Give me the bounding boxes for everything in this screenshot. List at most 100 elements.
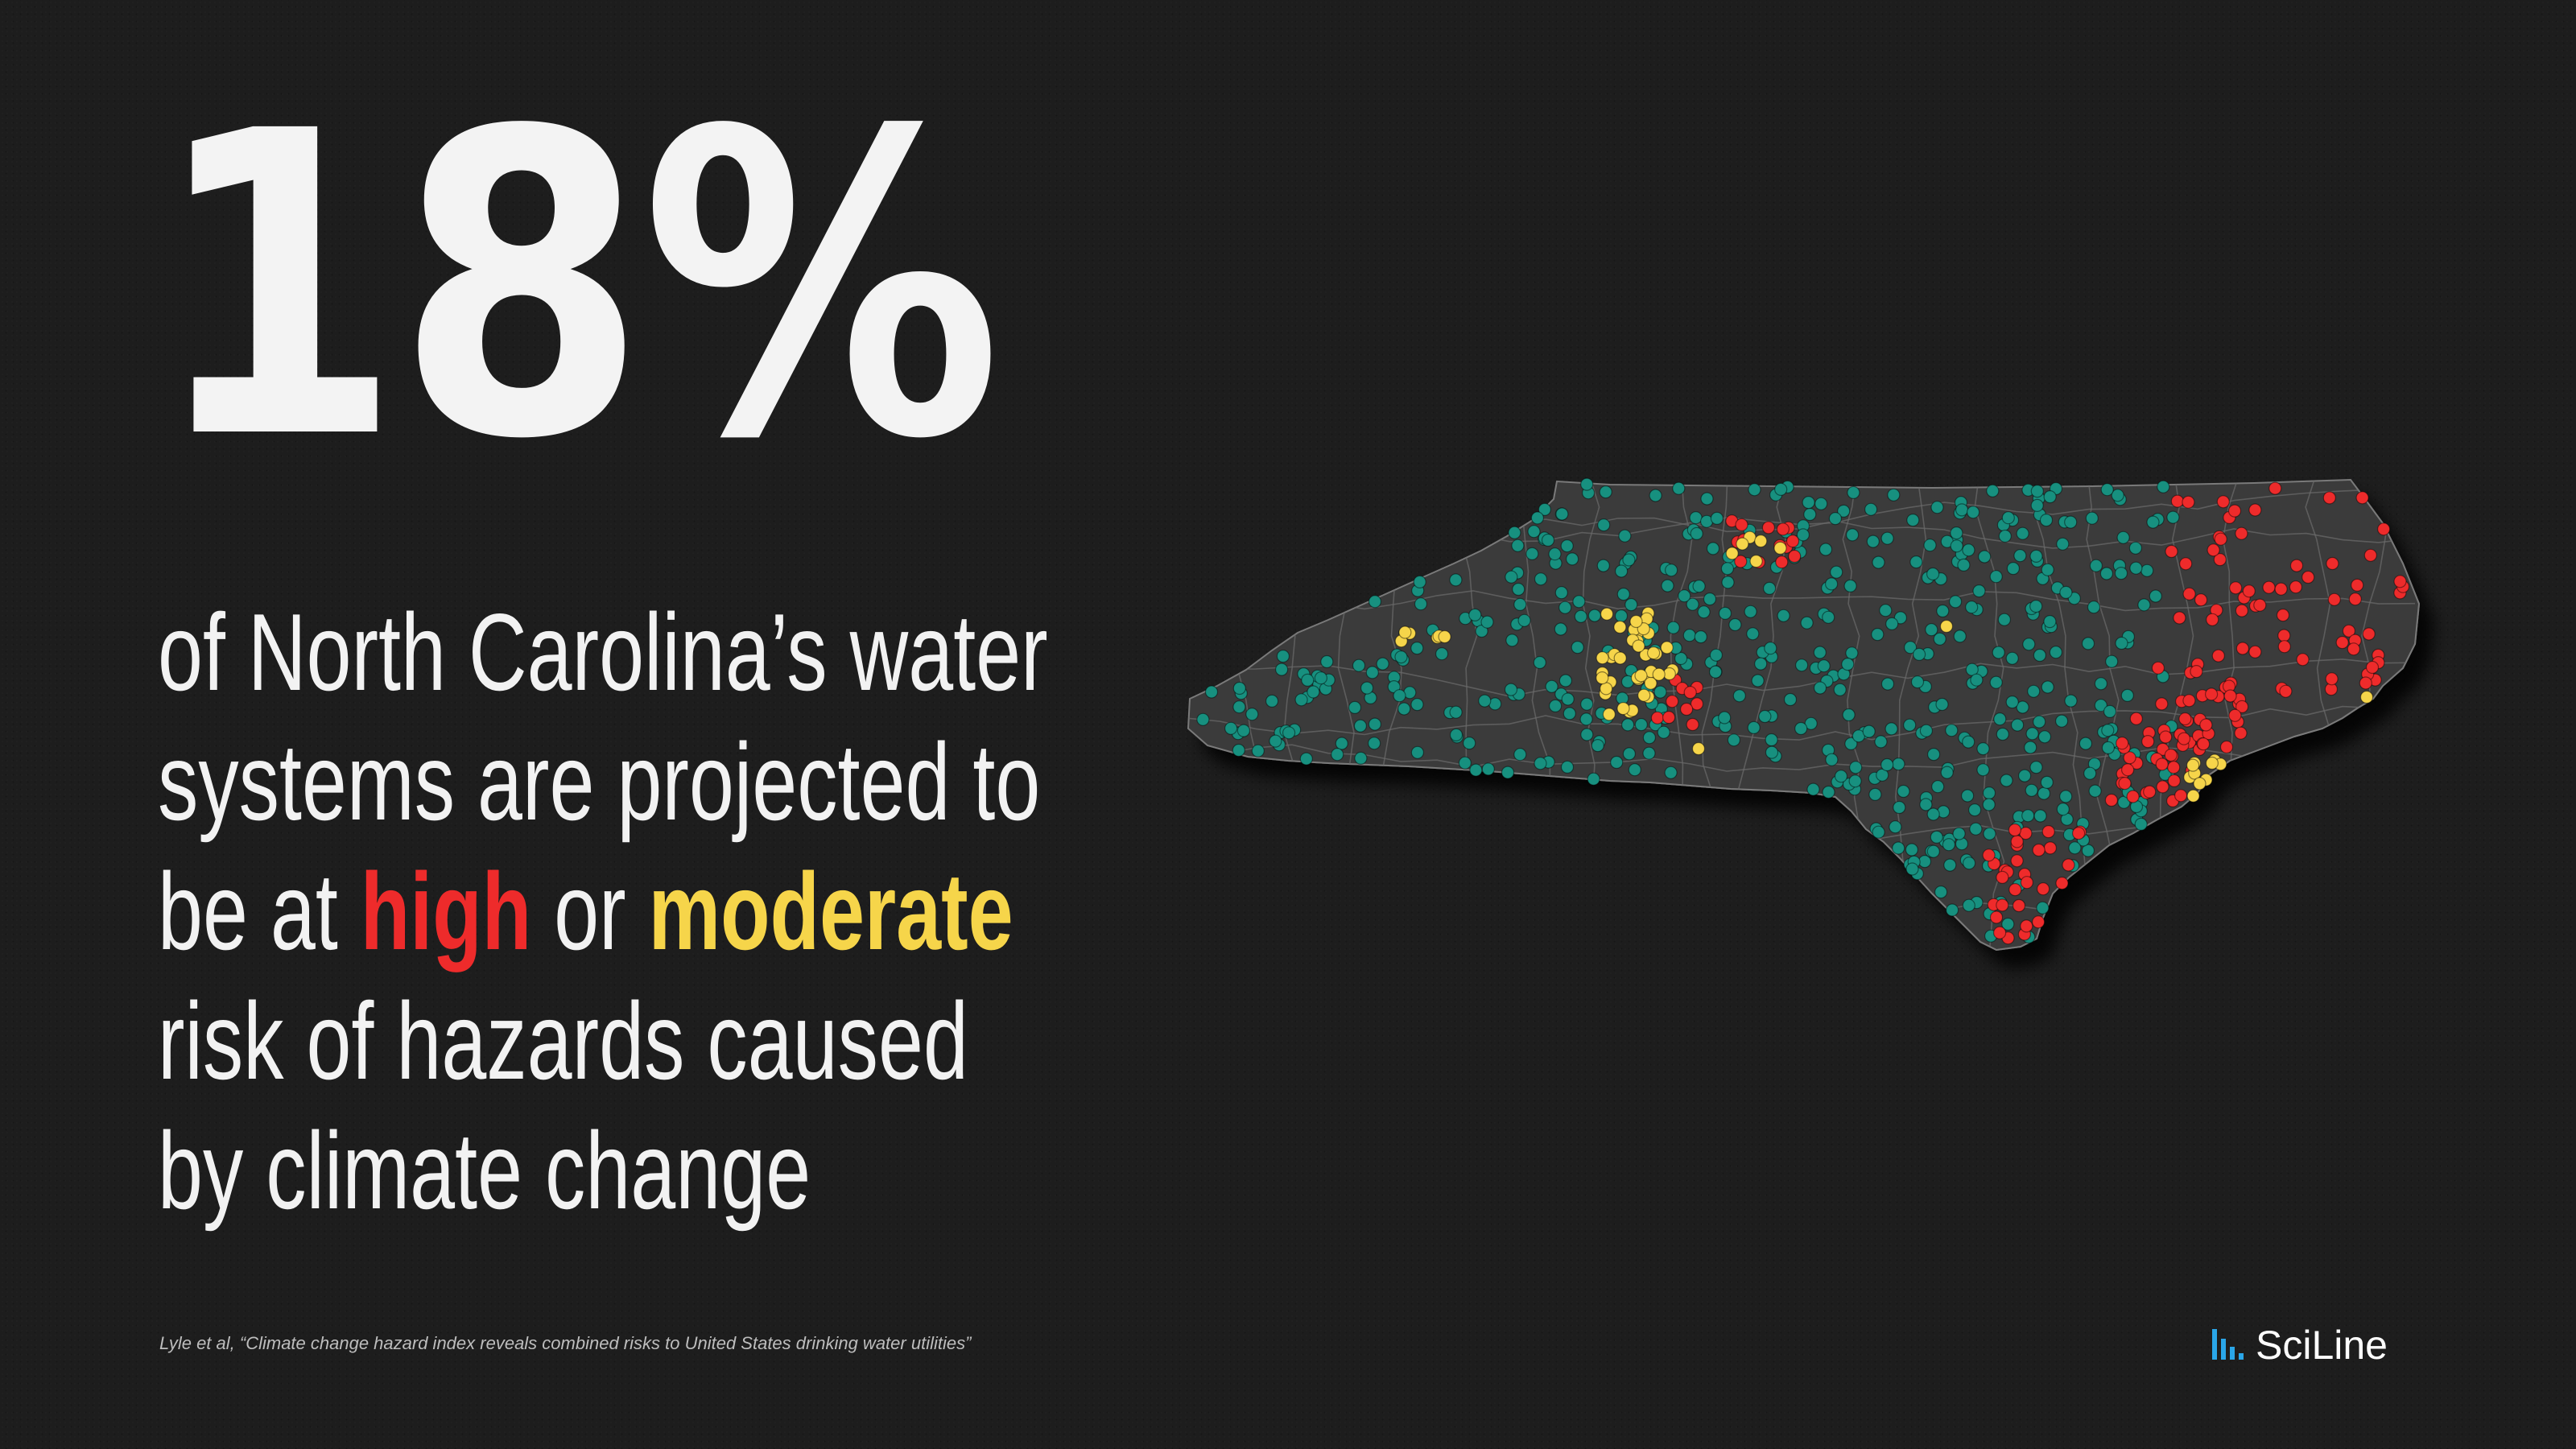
high-risk-marker [1761,521,1775,535]
low-risk-marker [1694,630,1707,644]
moderate-risk-marker [1773,541,1787,555]
low-risk-marker [1232,743,1245,758]
source-citation: Lyle et al, “Climate change hazard index… [159,1333,972,1353]
low-risk-marker [1435,647,1449,661]
low-risk-marker [1885,617,1899,631]
low-risk-marker [1394,650,1408,664]
low-risk-marker [1561,692,1575,706]
low-risk-marker [1834,770,1848,783]
high-risk-marker [2020,919,2033,933]
low-risk-marker [1706,542,1720,555]
low-risk-marker [1728,617,1742,632]
low-risk-marker [1847,485,1860,500]
high-risk-marker [1996,870,2009,885]
low-risk-marker [1481,762,1495,776]
high-risk-marker [2359,676,2372,690]
low-risk-marker [1587,772,1600,786]
low-risk-marker [2016,700,2029,714]
high-risk-marker [2178,712,2192,726]
low-risk-marker [1335,737,1348,750]
low-risk-marker [1580,477,1594,491]
high-risk-marker [2211,649,2225,663]
low-risk-marker [1997,613,2011,626]
low-risk-marker [2001,917,2015,931]
high-risk-marker [2347,642,2360,656]
low-risk-marker [1993,712,2007,726]
low-risk-marker [1982,798,1996,811]
low-risk-marker [2055,714,2069,728]
low-risk-marker [1925,623,1938,637]
high-risk-marker [2104,793,2118,807]
low-risk-marker [1541,533,1555,547]
low-risk-marker [1618,529,1632,543]
low-risk-marker [1983,827,1996,840]
low-risk-marker [1962,543,1975,557]
low-risk-marker [2103,704,2117,719]
low-risk-marker [2036,901,2050,914]
low-risk-marker [2043,614,2057,629]
low-risk-marker [1923,539,1937,552]
low-risk-marker [1746,627,1760,641]
high-risk-marker [1683,685,1697,700]
low-risk-marker [1393,689,1406,703]
low-risk-marker [1376,657,1389,671]
high-risk-marker [2289,559,2304,572]
moderate-risk-marker [1632,639,1645,653]
statement-line-3-mid: or [531,850,649,972]
low-risk-marker [2029,760,2043,774]
low-risk-marker [1970,673,1984,687]
moderate-risk-marker [1398,625,1412,639]
county-line [1188,866,2416,934]
low-risk-marker [1794,721,1808,736]
low-risk-marker [1880,677,1895,691]
low-risk-marker [1501,766,1515,779]
low-risk-marker [1622,747,1637,761]
low-risk-marker [1614,609,1629,623]
low-risk-marker [1597,518,1611,532]
moderate-risk-marker [1637,688,1651,702]
sciline-logo[interactable]: SciLine [2212,1322,2388,1368]
low-risk-marker [2025,727,2039,741]
low-risk-marker [1580,728,1594,741]
low-risk-marker [1955,503,1969,517]
high-risk-marker [2165,544,2178,559]
low-risk-marker [2128,541,2142,555]
county-line [1188,939,2416,950]
high-risk-marker [2116,737,2129,750]
low-risk-marker [2064,515,2078,529]
high-risk-marker [2194,593,2208,607]
low-risk-marker [2140,564,2154,577]
low-risk-marker [2056,537,2070,551]
high-risk-marker [2235,526,2248,540]
low-risk-marker [1989,675,2003,689]
high-risk-marker [2214,532,2227,546]
high-risk-marker [1788,549,1802,564]
low-risk-marker [2005,651,2019,665]
low-risk-marker [1872,555,1885,569]
high-risk-marker [1666,695,1679,708]
high-risk-marker [2032,843,2046,857]
high-risk-marker [2348,592,2362,606]
low-risk-marker [1813,646,1827,659]
low-risk-marker [1331,748,1344,762]
high-risk-marker [2182,694,2196,708]
high-risk-marker [2041,824,2055,839]
low-risk-marker [1982,786,1996,800]
moderate-risk-marker [1647,646,1661,660]
low-risk-marker [1837,504,1851,518]
low-risk-marker [1368,595,1382,609]
low-risk-marker [2016,526,2029,540]
low-risk-marker [1554,622,1567,636]
low-risk-marker [2081,844,2095,857]
low-risk-marker [1538,502,1552,517]
headline-statement: of North Carolina’s water systems are pr… [158,588,1048,1236]
low-risk-marker [2033,648,2046,663]
moderate-risk-marker [2193,777,2207,791]
high-risk-marker [2182,587,2196,601]
low-risk-marker [1710,511,1724,526]
high-risk-marker [1662,710,1676,724]
low-risk-marker [1367,737,1381,750]
low-risk-marker [2088,784,2102,798]
low-risk-marker [1574,609,1587,623]
